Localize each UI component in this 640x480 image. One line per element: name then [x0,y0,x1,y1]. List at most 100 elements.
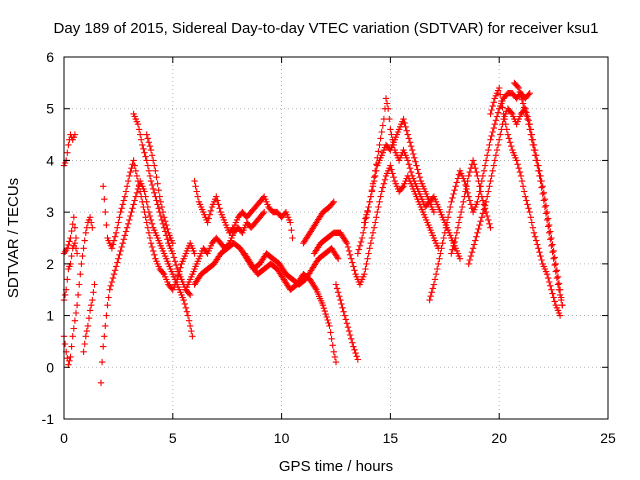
data-point [140,203,147,211]
data-point [68,343,75,350]
data-point [69,333,76,340]
data-point [541,203,549,211]
data-point [65,241,72,249]
data-point [543,208,551,216]
data-point [130,201,137,208]
data-point [550,247,557,255]
data-point [429,285,436,292]
data-point [135,126,143,133]
y-tick-label: 4 [46,152,54,168]
data-point [547,236,554,243]
data-point [462,188,469,195]
data-point [110,271,118,278]
data-point [499,104,506,111]
data-point [164,236,171,243]
data-point [468,249,476,256]
data-point [169,240,176,247]
data-point [537,177,544,185]
data-point [452,183,459,190]
data-point [464,177,471,185]
data-point [121,193,129,200]
data-point [83,224,90,231]
data-point [118,205,125,212]
data-point [437,250,444,257]
data-point [86,307,94,314]
data-point [430,208,438,216]
data-point [490,162,497,169]
data-point [66,357,73,364]
data-point [406,165,414,172]
data-point [476,221,483,229]
data-point [354,356,361,363]
data-point [455,219,463,226]
data-point [88,219,95,226]
series-arc-19 [426,90,533,304]
data-point [80,348,87,355]
data-point [550,294,557,301]
data-point [523,112,530,119]
data-point [333,285,341,292]
data-point [120,236,127,243]
data-point [189,333,196,340]
data-point [410,150,417,158]
data-point [351,267,358,274]
data-point [171,258,179,265]
data-point [372,172,379,180]
data-point [138,136,145,143]
data-point [188,327,195,335]
data-point [552,260,559,268]
data-point [369,229,377,236]
data-point [494,109,502,116]
data-point [159,269,167,277]
data-point [289,234,296,242]
data-point [215,201,222,208]
data-point [147,177,155,185]
data-point [352,349,359,357]
data-point [413,162,420,169]
data-point [546,229,553,236]
data-point [399,184,406,191]
data-point [154,180,161,187]
data-point [107,282,114,289]
data-point [312,285,319,292]
data-point [214,197,221,204]
data-point [372,219,379,226]
data-point [541,196,549,203]
data-point [475,225,482,233]
data-point [142,153,149,160]
data-point [456,214,464,221]
data-point [133,189,141,196]
data-point [494,141,502,149]
data-point [121,232,129,239]
x-tick-label: 20 [491,430,507,446]
data-point [534,241,541,248]
data-point [84,322,92,330]
data-point [170,254,178,261]
data-point [556,291,564,299]
data-point [127,168,134,176]
data-point [436,255,443,262]
data-point [109,241,117,248]
data-point [482,157,490,164]
data-point [448,250,455,257]
data-point [101,196,108,203]
data-point [327,329,334,336]
data-point [430,281,438,288]
data-point [444,214,452,221]
y-tick-label: 2 [46,256,54,272]
data-point [288,227,295,234]
data-point [461,193,468,200]
data-point [545,223,552,230]
data-point [412,158,419,165]
data-point [113,229,120,236]
data-point [100,343,107,350]
data-point [374,208,381,216]
data-point [349,339,356,346]
data-point [551,261,558,269]
data-point [114,224,121,231]
data-point [88,302,95,309]
data-point [348,335,355,342]
data-point [489,167,496,174]
data-point [342,316,349,323]
data-point [342,238,350,245]
